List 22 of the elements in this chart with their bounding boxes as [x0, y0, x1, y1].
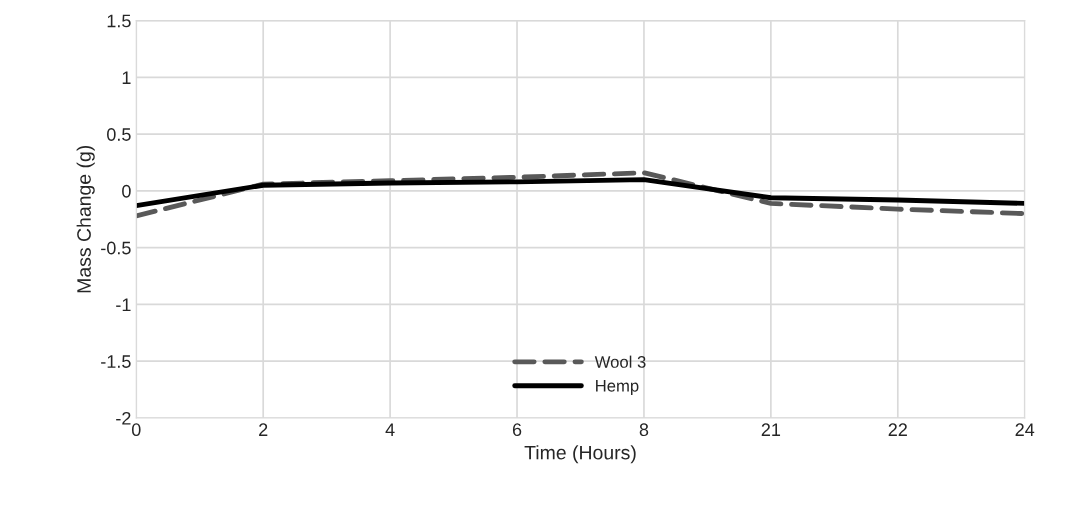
y-tick-label: 1 — [122, 71, 131, 84]
x-tick-label: 24 — [1015, 423, 1035, 436]
y-tick-label: -1.5 — [101, 355, 131, 368]
line-series — [136, 177, 1025, 209]
legend-label: Wool 3 — [594, 355, 646, 368]
x-tick-label: 8 — [639, 423, 649, 437]
x-tick-label: 21 — [761, 423, 781, 436]
x-tick-label: 6 — [512, 423, 522, 437]
y-axis-title: Mass Change (g) — [76, 145, 95, 293]
legend-label: Hemp — [596, 380, 639, 396]
x-tick-label: 4 — [385, 423, 395, 436]
y-tick-label: 0.5 — [107, 128, 131, 141]
x-tick-label: 2 — [259, 423, 268, 436]
x-tick-label: 22 — [888, 423, 907, 436]
y-tick-label: 0 — [122, 184, 131, 198]
y-tick-label: -0.5 — [101, 241, 131, 255]
y-tick-label: 1.5 — [107, 14, 131, 28]
line-series — [136, 170, 1025, 219]
y-tick-label: -1 — [116, 298, 131, 311]
y-tick-label: -2 — [116, 411, 131, 425]
x-tick-label: 0 — [131, 423, 141, 437]
x-axis-title: Time (Hours) — [524, 445, 636, 464]
